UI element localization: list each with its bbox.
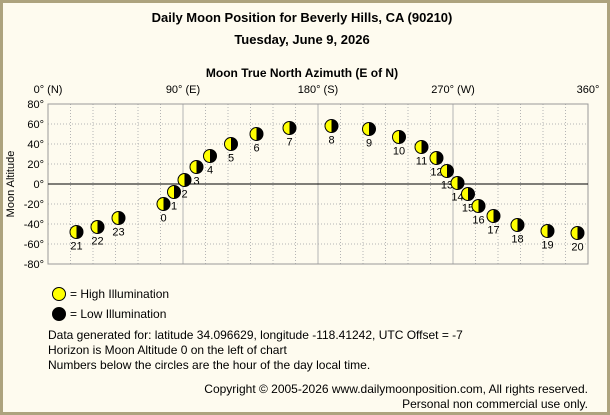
legend-high: = High Illumination — [52, 287, 169, 301]
hour-label: 17 — [487, 225, 499, 237]
legend-low-label: = Low Illumination — [70, 307, 167, 321]
moon-point — [203, 149, 217, 163]
y-tick-labels: 80° 60° 40° 20° 0° -20° -40° -60° -80° — [24, 99, 44, 271]
hour-label: 2 — [181, 189, 187, 201]
hour-label: 10 — [393, 146, 405, 158]
hour-label: 19 — [541, 240, 553, 252]
moon-point — [392, 130, 406, 144]
moon-point — [414, 140, 429, 154]
y-tick-label: -40° — [24, 219, 44, 231]
moon-point — [111, 211, 126, 225]
x-tick-label: 360° — [577, 84, 600, 96]
hour-label: 18 — [511, 234, 523, 246]
info-line-location: Data generated for: latitude 34.096629, … — [48, 328, 463, 342]
x-tick-label: 90° (E) — [166, 84, 200, 96]
hour-label: 0 — [160, 213, 166, 225]
hour-label: 4 — [207, 165, 213, 177]
x-tick-label: 0° (N) — [34, 84, 63, 96]
moon-point — [282, 121, 297, 135]
x-tick-label: 270° (W) — [431, 84, 475, 96]
grid-lines — [47, 103, 589, 265]
moon-point — [461, 187, 475, 201]
low-illumination-swatch — [52, 307, 66, 321]
hour-label: 6 — [253, 143, 259, 155]
y-tick-label: -80° — [24, 259, 44, 271]
moon-point — [156, 197, 171, 211]
hour-label: 13 — [441, 180, 453, 192]
hour-label: 12 — [430, 167, 442, 179]
page-title: Daily Moon Position for Beverly Hills, C… — [151, 10, 453, 25]
moon-point — [570, 226, 585, 240]
hour-label: 8 — [328, 135, 334, 147]
moon-point — [249, 127, 264, 141]
hour-label: 11 — [416, 156, 427, 168]
hour-label: 5 — [228, 153, 234, 165]
y-tick-label: 20° — [27, 159, 44, 171]
y-tick-label: 40° — [27, 139, 44, 151]
date-subtitle: Tuesday, June 9, 2026 — [234, 32, 370, 47]
moon-point — [440, 164, 454, 178]
moon-point — [486, 209, 501, 223]
legend-high-label: = High Illumination — [70, 287, 170, 301]
moon-point — [510, 218, 525, 232]
x-tick-label: 180° (S) — [298, 84, 338, 96]
moon-point — [167, 185, 181, 199]
hour-label: 15 — [462, 203, 474, 215]
hour-label: 9 — [366, 138, 372, 150]
high-illumination-swatch — [52, 287, 66, 301]
hour-label: 14 — [451, 192, 463, 204]
moon-point — [189, 160, 204, 174]
info-line-horizon: Horizon is Moon Altitude 0 on the left o… — [48, 343, 287, 357]
moon-point — [90, 220, 105, 234]
chart-title: Moon True North Azimuth (E of N) — [205, 66, 399, 80]
hour-label: 7 — [286, 137, 292, 149]
y-tick-label: 80° — [27, 99, 44, 111]
moon-point — [429, 151, 444, 165]
y-axis-label: Moon Altitude — [5, 151, 17, 218]
y-tick-label: -60° — [24, 239, 44, 251]
moon-point — [540, 224, 555, 238]
info-line-hours: Numbers below the circles are the hour o… — [48, 358, 371, 372]
moon-point — [471, 199, 486, 213]
legend-low: = Low Illumination — [52, 307, 166, 321]
moon-point — [69, 225, 84, 239]
copyright-notice: Copyright © 2005-2026 www.dailymoonposit… — [204, 382, 588, 396]
x-tick-labels: 0° (N) 90° (E) 180° (S) 270° (W) 360° — [34, 84, 600, 96]
y-tick-label: 60° — [27, 119, 44, 131]
moon-point — [450, 176, 465, 190]
y-tick-label: -20° — [24, 199, 44, 211]
personal-use-notice: Personal non commercial use only. — [402, 397, 588, 411]
y-tick-label: 0° — [33, 179, 44, 191]
moon-point — [324, 119, 339, 133]
hour-label: 23 — [112, 227, 124, 239]
moon-point — [177, 173, 192, 187]
moon-point — [224, 137, 238, 151]
hour-label: 16 — [472, 215, 484, 227]
hour-label: 22 — [91, 236, 103, 248]
hour-label: 1 — [171, 201, 177, 213]
hour-label: 20 — [571, 242, 583, 254]
hour-label: 3 — [193, 176, 199, 188]
hour-label: 21 — [70, 241, 82, 253]
moon-point — [362, 122, 376, 136]
